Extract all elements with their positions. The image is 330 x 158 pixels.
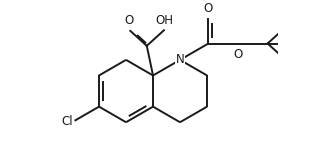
Text: Cl: Cl bbox=[61, 115, 73, 128]
Text: O: O bbox=[124, 14, 134, 27]
Text: O: O bbox=[233, 48, 243, 61]
Text: O: O bbox=[204, 2, 213, 15]
Text: N: N bbox=[176, 53, 184, 66]
Text: OH: OH bbox=[156, 14, 174, 27]
